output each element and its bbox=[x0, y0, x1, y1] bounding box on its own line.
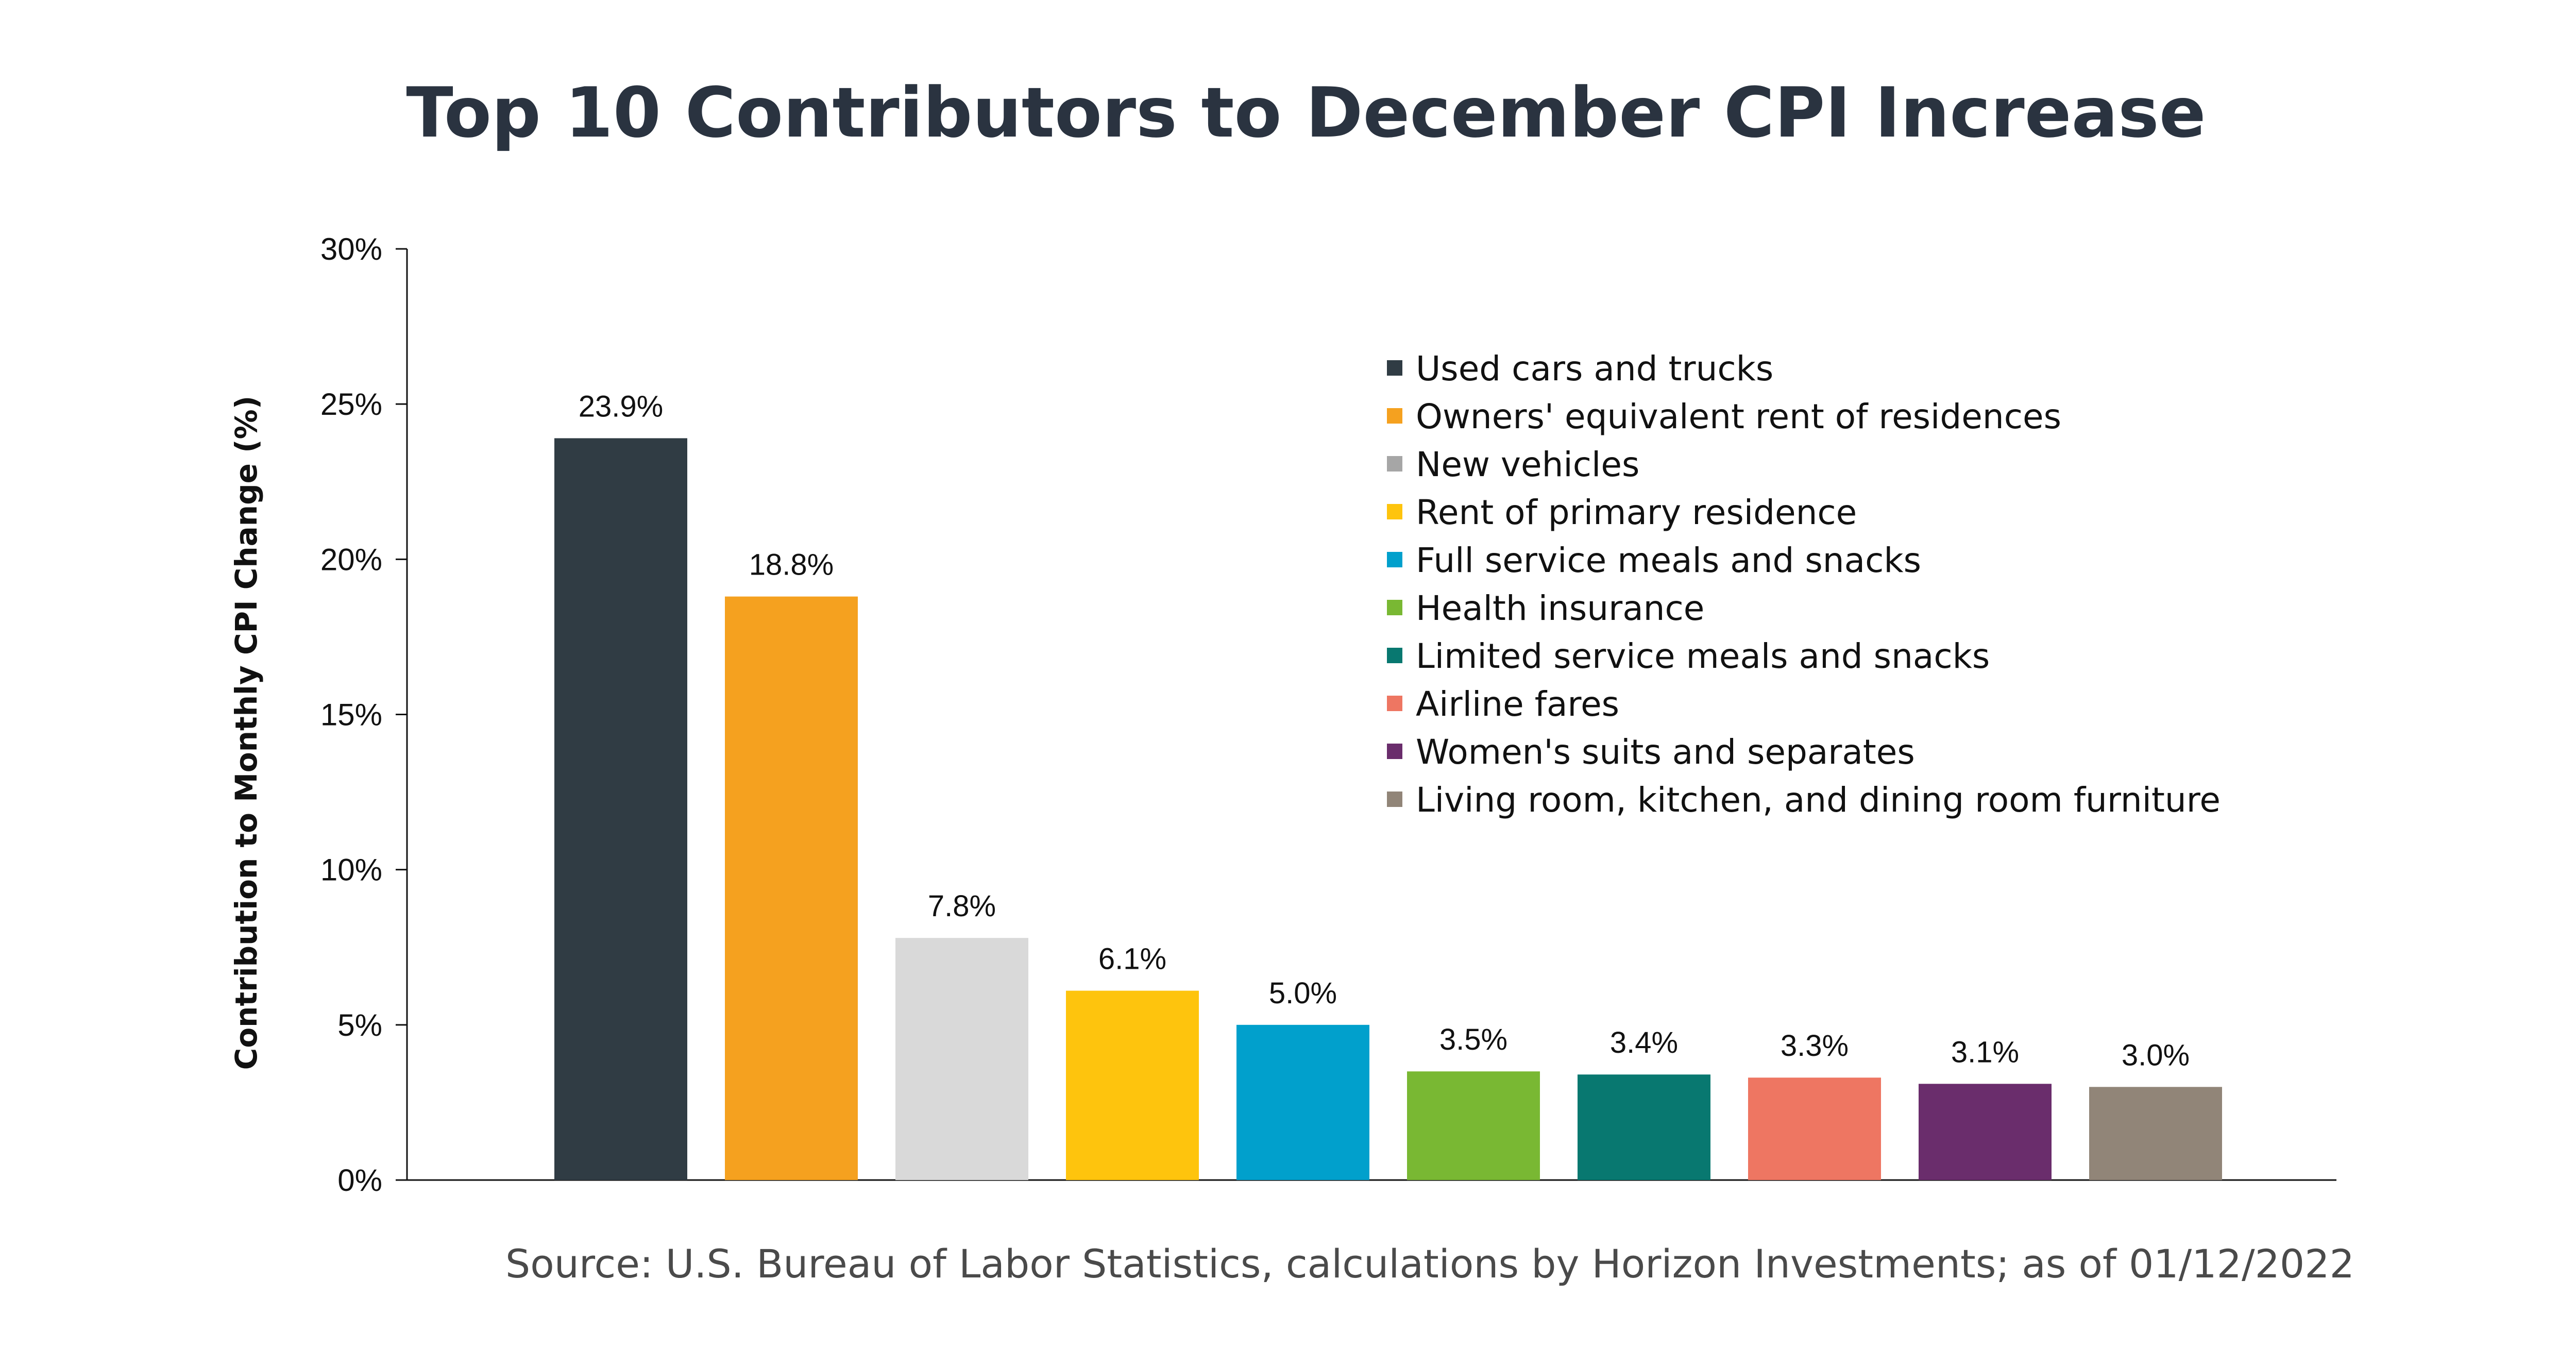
data-label: 5.0% bbox=[1269, 976, 1337, 1010]
bar-series bbox=[554, 438, 2222, 1180]
legend-entry: Health insurance bbox=[1416, 588, 1704, 628]
legend-entry: Full service meals and snacks bbox=[1416, 541, 1921, 580]
legend-entry: Rent of primary residence bbox=[1416, 493, 1857, 532]
legend-swatch bbox=[1387, 408, 1402, 424]
data-label: 3.1% bbox=[1951, 1035, 2019, 1069]
data-label: 18.8% bbox=[749, 548, 834, 582]
data-label: 3.5% bbox=[1439, 1023, 1507, 1056]
bar bbox=[1919, 1084, 2052, 1180]
data-label: 7.8% bbox=[928, 889, 996, 923]
y-axis: 0% 5% 10% 15% 20% 25% 30% bbox=[320, 232, 408, 1198]
y-tick-label: 25% bbox=[320, 387, 382, 422]
legend-entry: Used cars and trucks bbox=[1416, 349, 1773, 389]
legend-swatch bbox=[1387, 648, 1402, 663]
y-tick-label: 30% bbox=[320, 232, 382, 266]
data-label: 23.9% bbox=[579, 390, 663, 423]
legend-entry: Limited service meals and snacks bbox=[1416, 636, 1990, 676]
bar bbox=[725, 596, 858, 1180]
data-label: 3.4% bbox=[1610, 1026, 1678, 1059]
legend-entry: Airline fares bbox=[1416, 684, 1619, 724]
bar bbox=[1578, 1074, 1710, 1180]
legend-swatch bbox=[1387, 792, 1402, 807]
bar bbox=[1236, 1024, 1369, 1180]
bar bbox=[554, 438, 687, 1180]
bar bbox=[1407, 1071, 1540, 1180]
y-tick-label: 15% bbox=[320, 698, 382, 732]
y-tick-label: 0% bbox=[337, 1163, 382, 1198]
legend-swatch bbox=[1387, 552, 1402, 567]
legend-entry: Women's suits and separates bbox=[1416, 732, 1915, 772]
y-tick-label: 10% bbox=[320, 853, 382, 887]
legend: Used cars and trucks Owners' equivalent r… bbox=[1387, 349, 2221, 820]
legend-swatch bbox=[1387, 744, 1402, 759]
legend-swatch bbox=[1387, 360, 1402, 376]
legend-entry: New vehicles bbox=[1416, 445, 1639, 484]
legend-swatch bbox=[1387, 456, 1402, 472]
y-axis-label: Contribution to Monthly CPI Change (%) bbox=[229, 396, 264, 1070]
legend-swatch bbox=[1387, 600, 1402, 615]
source-note: Source: U.S. Bureau of Labor Statistics,… bbox=[505, 1241, 2354, 1287]
y-tick-label: 20% bbox=[320, 542, 382, 577]
data-label: 6.1% bbox=[1098, 942, 1166, 976]
data-labels: 23.9% 18.8% 7.8% 6.1% 5.0% 3.5% 3.4% 3.3% 3.1% 3.… bbox=[579, 390, 2190, 1072]
y-tick-label: 5% bbox=[337, 1008, 382, 1042]
chart-title: Top 10 Contributors to December CPI Incr… bbox=[406, 73, 2206, 153]
legend-swatch bbox=[1387, 696, 1402, 711]
data-label: 3.0% bbox=[2122, 1038, 2190, 1072]
data-label: 3.3% bbox=[1781, 1029, 1849, 1063]
legend-swatch bbox=[1387, 504, 1402, 519]
legend-entry: Living room, kitchen, and dining room fu… bbox=[1416, 780, 2221, 820]
bar bbox=[895, 938, 1028, 1180]
legend-entry: Owners' equivalent rent of residences bbox=[1416, 397, 2061, 436]
bar bbox=[2089, 1087, 2222, 1180]
bar bbox=[1748, 1077, 1881, 1180]
bar bbox=[1066, 990, 1199, 1180]
